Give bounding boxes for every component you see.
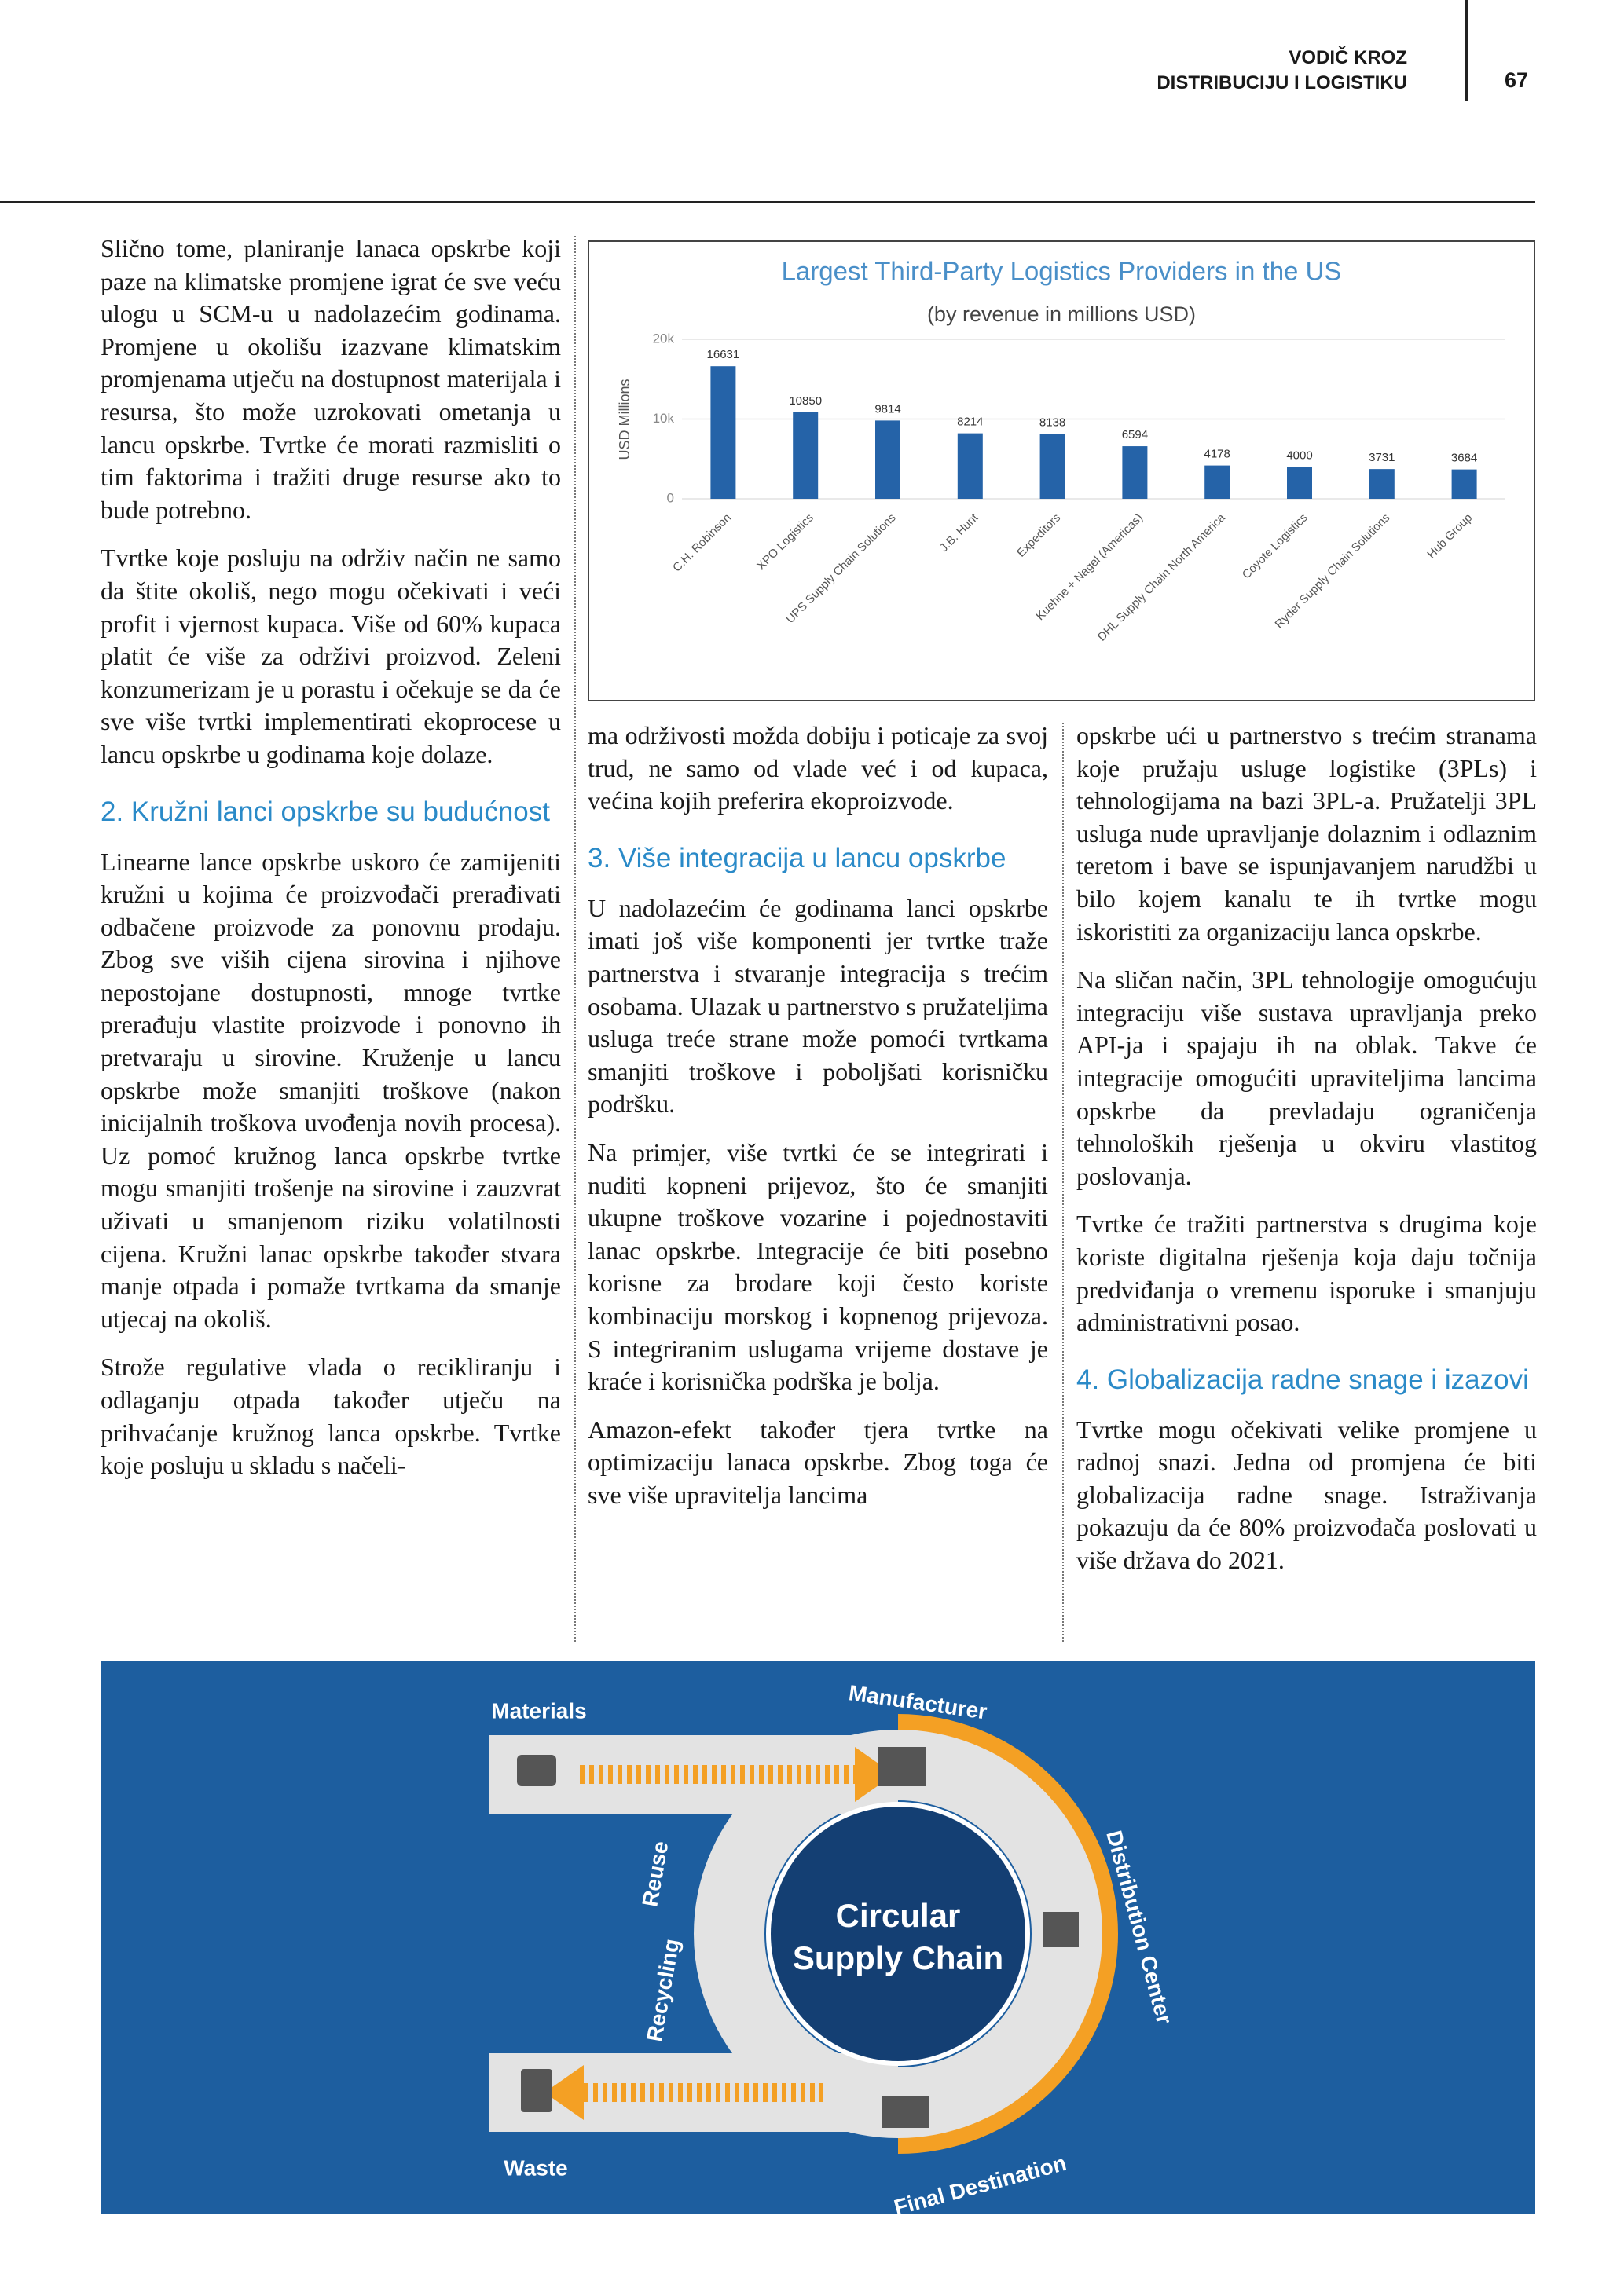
paragraph: Na primjer, više tvrtki će se integrirat…	[588, 1137, 1048, 1396]
bar	[1122, 446, 1148, 499]
paragraph: Tvrtke koje posluju na održiv način ne s…	[101, 544, 561, 768]
data-label: 9814	[874, 402, 900, 416]
header-line: DISTRIBUCIJU I LOGISTIKU	[1157, 72, 1407, 93]
data-label: 6594	[1122, 428, 1148, 441]
data-label: 16631	[707, 348, 740, 361]
page-number: 67	[1505, 68, 1529, 92]
bar	[957, 433, 983, 499]
data-label: 4178	[1204, 448, 1230, 461]
paragraph: Tvrtke će tražiti partnerstva s drugima …	[1076, 1210, 1537, 1337]
column: ma održivosti možda dobiju i poticaje za…	[588, 720, 1048, 1527]
icon	[521, 2069, 552, 2112]
bar	[1451, 469, 1477, 499]
icon	[1043, 1912, 1079, 1947]
diagram-title: Circular	[836, 1897, 961, 1934]
diagram-title: Supply Chain	[793, 1939, 1003, 1976]
circular-supply-chain-diagram: Circular Supply Chain Materials Manufact…	[101, 1661, 1535, 2214]
icon	[882, 2096, 929, 2128]
header-rule	[0, 201, 1535, 203]
bar	[710, 366, 736, 499]
icon	[517, 1755, 556, 1786]
paragraph: opskrbe ući u partnerstvo s trećim stran…	[1076, 721, 1537, 946]
section-heading: 3. Više integracija u lancu opskrbe	[588, 842, 1006, 873]
column-separator	[1062, 723, 1064, 1642]
section-heading: 4. Globalizacija radne snage i izazovi	[1076, 1364, 1529, 1395]
paragraph: ma održivosti možda dobiju i poticaje za…	[588, 721, 1048, 815]
column: Slično tome, planiranje lanaca opskrbe k…	[101, 233, 561, 1498]
arrow-head	[544, 2065, 584, 2120]
bar	[875, 420, 900, 499]
paragraph: Tvrtke mogu očekivati velike promjene u …	[1076, 1415, 1537, 1575]
paragraph: Strože regulative vlada o recikliranju i…	[101, 1353, 561, 1480]
data-label: 8138	[1039, 416, 1065, 429]
header-line: VODIČ KROZ	[1289, 47, 1407, 68]
chart-subtitle: (by revenue in millions USD)	[927, 302, 1196, 326]
paragraph: Linearne lance opskrbe uskoro će zamijen…	[101, 847, 561, 1333]
data-label: 3731	[1369, 451, 1395, 464]
y-tick-label: 0	[667, 490, 674, 505]
column-separator	[574, 236, 576, 1642]
icon	[878, 1747, 926, 1786]
y-axis-label: USD Millions	[617, 379, 632, 460]
data-label: 10850	[789, 394, 822, 408]
chart: Largest Third-Party Logistics Providers …	[588, 240, 1535, 701]
bar	[1369, 469, 1395, 499]
orange-ring	[897, 1714, 1118, 2154]
bar	[1287, 467, 1312, 499]
paragraph: Slično tome, planiranje lanaca opskrbe k…	[101, 234, 561, 524]
column: opskrbe ući u partnerstvo s trećim stran…	[1076, 720, 1537, 1593]
diagram-label: Materials	[491, 1698, 586, 1723]
arrow-head	[855, 1747, 894, 1802]
bar	[1204, 465, 1230, 499]
data-label: 8214	[957, 416, 983, 429]
y-tick-label: 20k	[653, 331, 675, 346]
paragraph: Amazon-efekt također tjera tvrtke na opt…	[588, 1415, 1048, 1509]
running-header: VODIČ KROZ DISTRIBUCIJU I LOGISTIKU	[1157, 46, 1407, 96]
data-label: 4000	[1286, 449, 1312, 462]
bar	[793, 412, 819, 499]
diagram-label: Waste	[504, 2155, 567, 2180]
center-circle	[766, 1802, 1030, 2066]
header-divider	[1465, 0, 1468, 101]
data-label: 3684	[1451, 452, 1477, 465]
bar	[1039, 434, 1065, 499]
paragraph: U nadolazećim će godinama lanci opskrbe …	[588, 893, 1048, 1119]
paragraph: Na sličan način, 3PL tehnologije omoguću…	[1076, 965, 1537, 1190]
section-heading: 2. Kružni lanci opskrbe su budućnost	[101, 796, 550, 827]
chart-title: Largest Third-Party Logistics Providers …	[782, 257, 1342, 286]
y-tick-label: 10k	[653, 411, 675, 426]
